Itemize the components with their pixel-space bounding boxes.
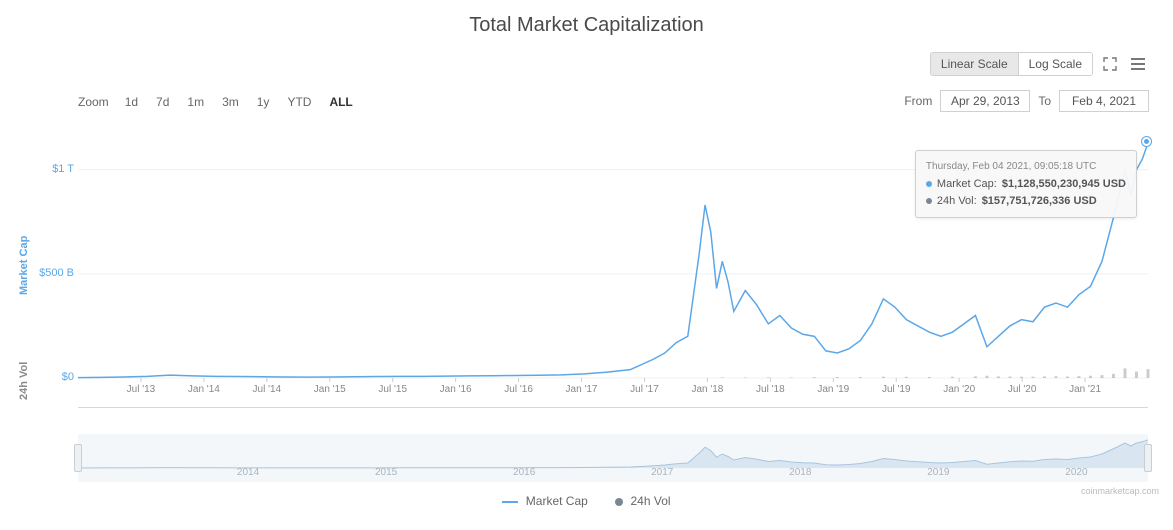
zoom-label: Zoom: [78, 95, 109, 109]
tooltip-mc-dot-icon: [926, 181, 932, 187]
y-tick: $500 B: [34, 267, 74, 279]
x-tick: Jan '19: [817, 384, 849, 395]
nav-tick: 2015: [375, 467, 397, 478]
zoom-7d[interactable]: 7d: [148, 92, 177, 112]
x-tick: Jan '18: [691, 384, 723, 395]
nav-handle-left[interactable]: [74, 444, 82, 472]
attribution-text: coinmarketcap.com: [1081, 486, 1159, 496]
tooltip-mc-value: $1,128,550,230,945 USD: [1002, 176, 1126, 193]
date-range: From Apr 29, 2013 To Feb 4, 2021: [904, 90, 1149, 112]
tooltip-vol-value: $157,751,726,336 USD: [982, 193, 1097, 210]
zoom-controls: Zoom 1d 7d 1m 3m 1y YTD ALL: [78, 92, 361, 112]
log-scale-button[interactable]: Log Scale: [1019, 53, 1092, 75]
y-axis-volume-label: 24h Vol: [18, 362, 30, 400]
x-tick: Jul '19: [882, 384, 911, 395]
x-tick: Jan '17: [566, 384, 598, 395]
zoom-ytd[interactable]: YTD: [279, 92, 319, 112]
nav-tick: 2020: [1065, 467, 1087, 478]
nav-tick: 2016: [513, 467, 535, 478]
y-tick: $1 T: [34, 163, 74, 175]
x-tick: Jul '20: [1008, 384, 1037, 395]
tooltip-vol-dot-icon: [926, 198, 932, 204]
chart-title: Total Market Capitalization: [0, 0, 1173, 37]
x-tick: Jul '15: [378, 384, 407, 395]
y-tick: $0: [34, 371, 74, 383]
zoom-all[interactable]: ALL: [321, 92, 360, 112]
x-tick: Jan '20: [943, 384, 975, 395]
nav-tick: 2014: [237, 467, 259, 478]
legend-circle-icon: [615, 498, 623, 506]
nav-tick: 2017: [651, 467, 673, 478]
x-tick: Jul '16: [504, 384, 533, 395]
legend-market-cap[interactable]: Market Cap: [502, 494, 591, 508]
menu-icon[interactable]: [1127, 53, 1149, 75]
fullscreen-icon[interactable]: [1099, 53, 1121, 75]
tooltip-timestamp: Thursday, Feb 04 2021, 09:05:18 UTC: [926, 159, 1126, 174]
from-label: From: [904, 94, 932, 108]
x-tick: Jul '13: [127, 384, 156, 395]
tooltip-vol-label: 24h Vol:: [937, 193, 977, 210]
x-tick: Jan '14: [188, 384, 220, 395]
nav-handle-right[interactable]: [1144, 444, 1152, 472]
legend-24h-vol[interactable]: 24h Vol: [615, 494, 670, 508]
y-axis-market-cap-label: Market Cap: [18, 236, 30, 295]
x-tick: Jan '15: [314, 384, 346, 395]
from-date-input[interactable]: Apr 29, 2013: [940, 90, 1030, 112]
range-navigator[interactable]: 20142015201620172018201920202021: [78, 434, 1148, 482]
zoom-1y[interactable]: 1y: [249, 92, 278, 112]
linear-scale-button[interactable]: Linear Scale: [931, 53, 1019, 75]
x-tick: Jan '16: [440, 384, 472, 395]
zoom-1m[interactable]: 1m: [179, 92, 212, 112]
scale-toggle: Linear Scale Log Scale: [930, 52, 1093, 76]
x-tick: Jul '17: [630, 384, 659, 395]
nav-tick: 2019: [927, 467, 949, 478]
latest-point-marker: [1142, 137, 1151, 146]
x-tick: Jul '18: [756, 384, 785, 395]
tooltip-mc-label: Market Cap:: [937, 176, 997, 193]
chart-legend: Market Cap 24h Vol: [0, 494, 1173, 508]
chart-tooltip: Thursday, Feb 04 2021, 09:05:18 UTC Mark…: [915, 150, 1137, 218]
nav-tick: 2018: [789, 467, 811, 478]
to-label: To: [1038, 94, 1051, 108]
x-tick: Jul '14: [253, 384, 282, 395]
x-tick: Jan '21: [1069, 384, 1101, 395]
legend-line-icon: [502, 501, 518, 503]
to-date-input[interactable]: Feb 4, 2021: [1059, 90, 1149, 112]
zoom-1d[interactable]: 1d: [117, 92, 146, 112]
scale-toolbar: Linear Scale Log Scale: [930, 52, 1149, 76]
zoom-3m[interactable]: 3m: [214, 92, 247, 112]
